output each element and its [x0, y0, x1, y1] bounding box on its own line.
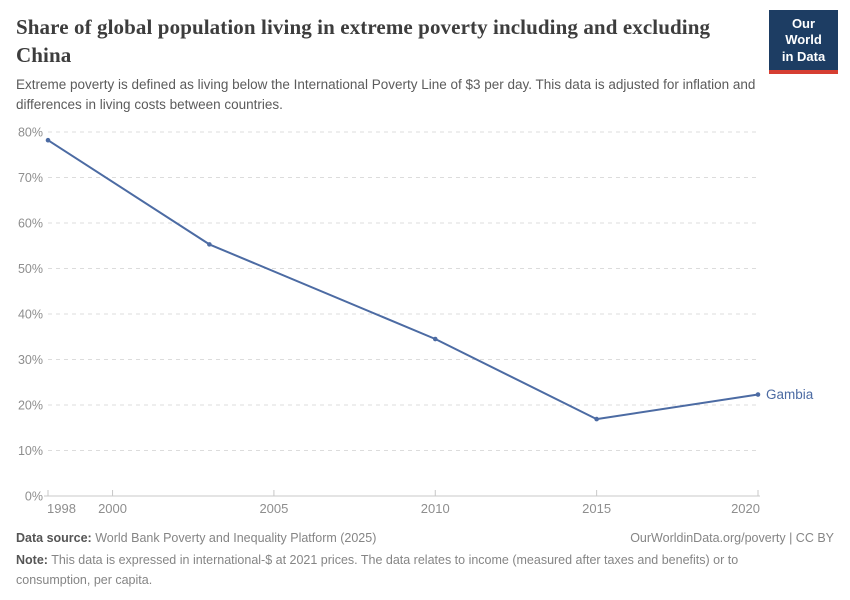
note-label: Note: — [16, 553, 48, 568]
owid-logo-line1: Our World — [785, 16, 822, 48]
chart-subtitle: Extreme poverty is defined as living bel… — [16, 77, 756, 113]
series-end-label[interactable]: Gambia — [766, 387, 814, 402]
y-tick-label: 70% — [18, 171, 43, 185]
data-source-line: Data source: World Bank Poverty and Ineq… — [16, 529, 376, 548]
y-tick-label: 10% — [18, 444, 43, 458]
y-tick-label: 20% — [18, 399, 43, 413]
x-tick-label: 2000 — [98, 501, 127, 516]
note-text: This data is expressed in international-… — [16, 553, 739, 587]
y-tick-label: 40% — [18, 308, 43, 322]
data-source-label: Data source: — [16, 531, 92, 545]
y-tick-label: 60% — [18, 217, 43, 231]
data-source-text: World Bank Poverty and Inequality Platfo… — [95, 531, 377, 545]
data-point[interactable] — [207, 242, 212, 247]
owid-logo[interactable]: Our World in Data — [769, 10, 838, 74]
x-tick-label: 2015 — [582, 501, 611, 516]
data-point[interactable] — [594, 416, 599, 422]
data-point[interactable] — [45, 137, 51, 143]
y-tick-label: 80% — [18, 126, 43, 140]
x-tick-label: 2020 — [731, 501, 760, 516]
attribution-link[interactable]: OurWorldinData.org/poverty | CC BY — [630, 531, 834, 545]
chart-footer: Data source: World Bank Poverty and Ineq… — [16, 529, 834, 590]
page-title: Share of global population living in ext… — [16, 15, 711, 67]
y-tick-label: 30% — [18, 353, 43, 367]
data-point[interactable] — [755, 392, 761, 397]
x-tick-label: 2010 — [421, 501, 450, 516]
data-point[interactable] — [432, 336, 438, 342]
data-line[interactable] — [47, 139, 759, 421]
line-chart-area[interactable]: 0% 10% 20% 30% 40% 50% 60% 70% 80% 1998 2000 2005 20… — [0, 120, 850, 525]
y-tick-label: 50% — [18, 262, 43, 276]
owid-logo-line2: in Data — [781, 48, 826, 64]
footer-note: Note: This data is expressed in internat… — [16, 551, 780, 590]
x-tick-label: 1998 — [47, 501, 76, 516]
y-tick-label: 0% — [25, 490, 43, 504]
x-tick-label: 2005 — [259, 501, 288, 516]
